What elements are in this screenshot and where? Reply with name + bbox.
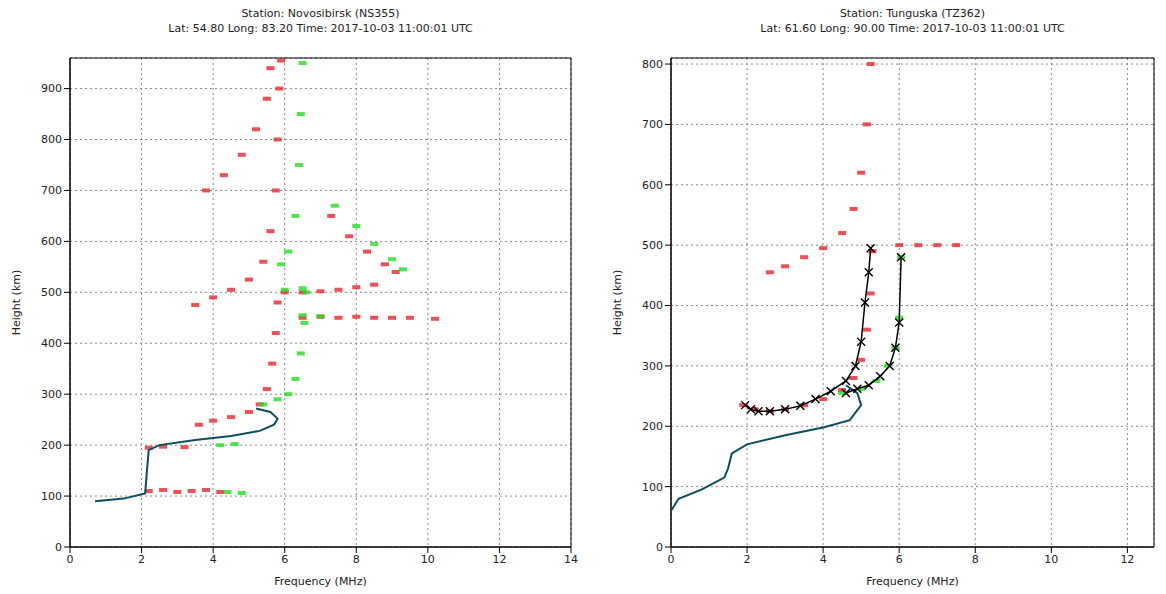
svg-text:0: 0 — [656, 541, 663, 554]
svg-text:700: 700 — [41, 184, 62, 197]
html-text:Station: Tunguska (TZ362): Station: Tunguska (TZ362) — [839, 7, 986, 20]
svg-text:Frequency (MHz): Frequency (MHz) — [866, 575, 958, 588]
svg-text:400: 400 — [642, 299, 663, 312]
svg-text:0: 0 — [55, 541, 62, 554]
svg-text:6: 6 — [281, 553, 288, 566]
svg-text:200: 200 — [642, 420, 663, 433]
svg-text:300: 300 — [642, 360, 663, 373]
svg-text:8: 8 — [353, 553, 360, 566]
svg-text:800: 800 — [642, 58, 663, 71]
svg-text:Height (km): Height (km) — [611, 270, 624, 336]
svg-text:12: 12 — [492, 553, 506, 566]
svg-text:14: 14 — [564, 553, 578, 566]
svg-text:2: 2 — [138, 553, 145, 566]
svg-text:500: 500 — [41, 286, 62, 299]
html-text:Lat: 54.80 Long: 83.20 Time: 2: Lat: 54.80 Long: 83.20 Time: 2017-10-03 … — [168, 22, 473, 35]
svg-text:8: 8 — [972, 553, 979, 566]
svg-text:10: 10 — [421, 553, 435, 566]
svg-text:4: 4 — [820, 553, 827, 566]
svg-text:12: 12 — [1120, 553, 1134, 566]
html-text:Lat: 61.60 Long: 90.00 Time: 2: Lat: 61.60 Long: 90.00 Time: 2017-10-03 … — [760, 22, 1065, 35]
svg-text:300: 300 — [41, 388, 62, 401]
svg-text:100: 100 — [642, 481, 663, 494]
svg-text:600: 600 — [41, 235, 62, 248]
svg-text:700: 700 — [642, 118, 663, 131]
svg-text:200: 200 — [41, 439, 62, 452]
svg-text:Height (km): Height (km) — [10, 270, 23, 336]
svg-text:10: 10 — [1044, 553, 1058, 566]
svg-text:100: 100 — [41, 490, 62, 503]
svg-text:900: 900 — [41, 82, 62, 95]
svg-text:500: 500 — [642, 239, 663, 252]
svg-text:6: 6 — [896, 553, 903, 566]
svg-text:400: 400 — [41, 337, 62, 350]
svg-text:800: 800 — [41, 133, 62, 146]
html-text:Station: Novosibirsk (NS355): Station: Novosibirsk (NS355) — [241, 7, 400, 20]
svg-text:600: 600 — [642, 179, 663, 192]
svg-text:Frequency (MHz): Frequency (MHz) — [274, 575, 366, 588]
svg-text:0: 0 — [668, 553, 675, 566]
svg-text:0: 0 — [67, 553, 74, 566]
svg-text:2: 2 — [744, 553, 751, 566]
svg-text:4: 4 — [210, 553, 217, 566]
